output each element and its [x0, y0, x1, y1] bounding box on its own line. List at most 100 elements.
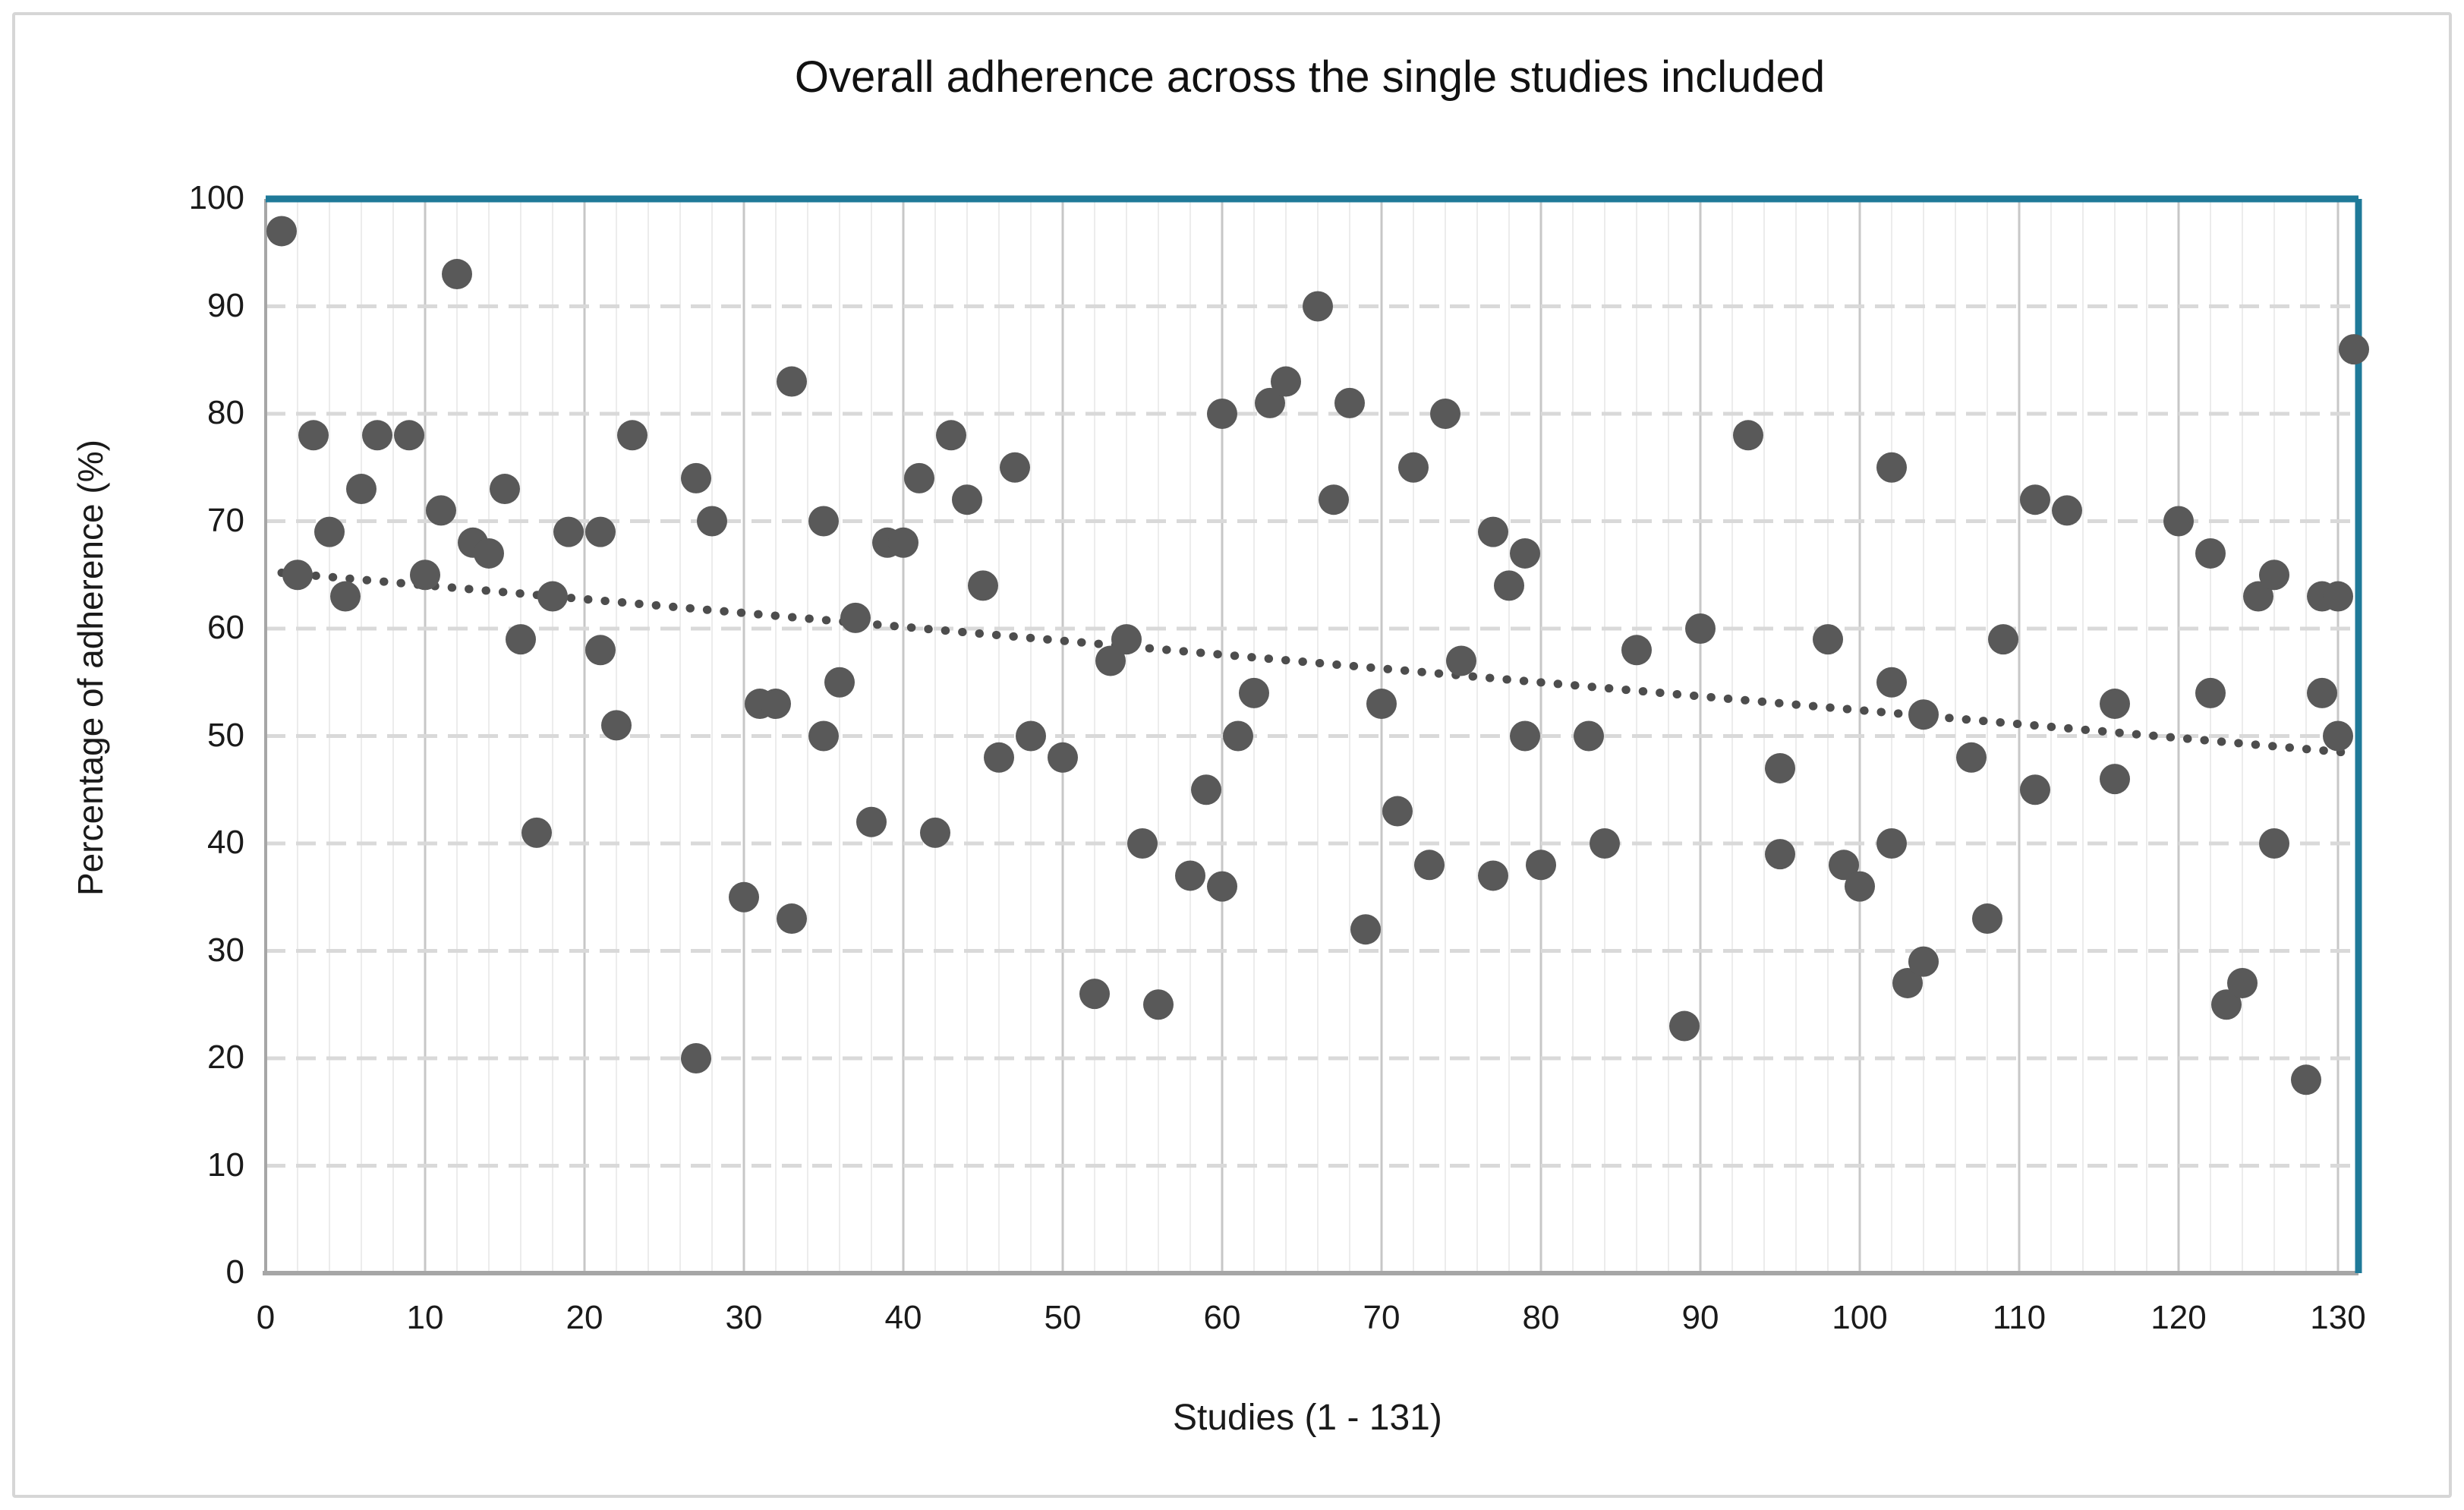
scatter-point: [1430, 399, 1460, 429]
scatter-point: [410, 560, 440, 591]
scatter-point: [840, 602, 871, 633]
scatter-point: [1669, 1010, 1700, 1042]
x-tick-label: 0: [256, 1299, 276, 1336]
scatter-point: [1956, 742, 1987, 773]
x-tick-label: 130: [2310, 1299, 2366, 1336]
scatter-point: [1526, 850, 1556, 881]
y-tick-label: 100: [188, 179, 244, 216]
scatter-point: [761, 689, 791, 720]
scatter-point: [1000, 452, 1030, 483]
scatter-point: [1223, 720, 1253, 752]
scatter-point: [1478, 860, 1508, 891]
scatter-point: [968, 570, 998, 601]
scatter-point: [1048, 742, 1078, 773]
scatter-point: [729, 881, 759, 913]
scatter-point: [808, 720, 839, 752]
x-axis-title: Studies (1 - 131): [1173, 1398, 1442, 1438]
scatter-point: [601, 710, 632, 741]
scatter-point: [1876, 828, 1907, 859]
scatter-point: [2020, 774, 2050, 805]
scatter-point: [1382, 796, 1413, 827]
scatter-point: [1765, 839, 1795, 870]
scatter-point: [1876, 452, 1907, 483]
scatter-point: [1366, 689, 1397, 720]
scatter-point: [1908, 699, 1939, 730]
y-tick-label: 30: [207, 931, 244, 969]
scatter-point: [617, 420, 648, 451]
scatter-point: [681, 462, 711, 493]
scatter-point: [1271, 366, 1301, 397]
scatter-point: [2163, 506, 2194, 537]
scatter-point: [2259, 828, 2289, 859]
scatter-point: [824, 667, 855, 698]
x-tick-label: 80: [1522, 1299, 1560, 1336]
scatter-point: [585, 516, 616, 547]
scatter-point: [2339, 334, 2369, 365]
scatter-point: [1892, 967, 1923, 998]
y-tick-label: 70: [207, 501, 244, 539]
scatter-point: [1414, 850, 1445, 881]
scatter-point: [1590, 828, 1620, 859]
scatter-point: [904, 462, 934, 493]
scatter-point: [1319, 484, 1349, 515]
y-axis-title: Percentage of adherence (%): [71, 440, 110, 896]
scatter-point: [1303, 291, 1333, 322]
x-tick-label: 100: [1832, 1299, 1888, 1336]
scatter-point: [346, 474, 377, 505]
scatter-point: [362, 420, 392, 451]
scatter-point: [1813, 624, 1843, 655]
scatter-point: [2307, 677, 2337, 708]
scatter-point: [2195, 537, 2226, 569]
scatter-point: [1733, 420, 1763, 451]
x-tick-label: 110: [1992, 1299, 2047, 1336]
scatter-point: [1621, 635, 1652, 666]
scatter-point: [856, 806, 887, 837]
y-tick-label: 40: [207, 824, 244, 861]
scatter-point: [1143, 989, 1174, 1020]
scatter-point: [1908, 946, 1939, 977]
x-tick-label: 40: [884, 1299, 922, 1336]
scatter-point: [474, 537, 504, 569]
scatter-point: [1574, 720, 1604, 752]
scatter-point: [984, 742, 1014, 773]
scatter-point: [777, 903, 807, 935]
scatter-point: [1988, 624, 2018, 655]
scatter-point: [952, 484, 982, 515]
scatter-point: [1111, 624, 1142, 655]
x-tick-label: 50: [1044, 1299, 1082, 1336]
scatter-point: [2052, 495, 2082, 526]
scatter-point: [888, 527, 918, 558]
scatter-point: [1191, 774, 1221, 805]
scatter-point: [1095, 645, 1126, 676]
scatter-point: [1972, 903, 2002, 935]
y-tick-label: 20: [207, 1039, 244, 1076]
scatter-point: [585, 635, 616, 666]
scatter-point: [266, 216, 297, 247]
scatter-point: [1398, 452, 1429, 483]
scatter-point: [553, 516, 584, 547]
x-tick-label: 60: [1203, 1299, 1241, 1336]
scatter-point: [490, 474, 520, 505]
scatter-point: [314, 516, 345, 547]
y-tick-label: 10: [207, 1146, 244, 1184]
scatter-point: [537, 581, 568, 612]
scatter-point: [1255, 387, 1285, 418]
scatter-point: [426, 495, 456, 526]
y-tick-label: 60: [207, 609, 244, 646]
scatter-point: [330, 581, 361, 612]
scatter-point: [1510, 537, 1540, 569]
y-tick-label: 90: [207, 286, 244, 324]
scatter-point: [2259, 560, 2289, 591]
scatter-point: [1510, 720, 1540, 752]
scatter-point: [1079, 979, 1110, 1010]
chart-title: Overall adherence across the single stud…: [794, 52, 1826, 102]
scatter-point: [1334, 387, 1365, 418]
page-border-frame: [12, 12, 2452, 1498]
scatter-point: [936, 420, 966, 451]
scatter-point: [2211, 989, 2242, 1020]
x-tick-label: 90: [1681, 1299, 1719, 1336]
scatter-point: [1446, 645, 1476, 676]
scatter-point: [1239, 677, 1269, 708]
